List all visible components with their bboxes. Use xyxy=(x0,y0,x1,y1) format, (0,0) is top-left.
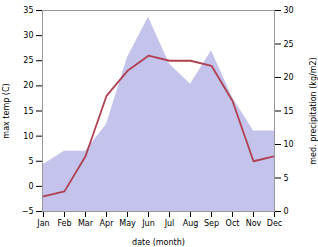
svg-text:max temp (C): max temp (C) xyxy=(2,83,11,138)
svg-text:med. precipitation (kg/m2): med. precipitation (kg/m2) xyxy=(309,57,318,164)
svg-text:20: 20 xyxy=(284,73,294,82)
svg-text:Jun: Jun xyxy=(141,219,155,228)
svg-text:5: 5 xyxy=(284,174,289,183)
svg-text:15: 15 xyxy=(284,107,294,116)
svg-text:Apr: Apr xyxy=(100,219,115,228)
svg-text:Jul: Jul xyxy=(164,219,175,228)
svg-text:10: 10 xyxy=(23,132,33,141)
svg-text:Mar: Mar xyxy=(78,219,94,228)
svg-text:25: 25 xyxy=(23,56,33,65)
svg-text:Sep: Sep xyxy=(204,219,219,228)
svg-text:0: 0 xyxy=(284,207,289,216)
svg-text:5: 5 xyxy=(28,157,33,166)
svg-text:35: 35 xyxy=(23,6,33,15)
svg-text:0: 0 xyxy=(28,182,33,191)
svg-text:May: May xyxy=(119,219,136,228)
svg-text:Oct: Oct xyxy=(226,219,240,228)
svg-text:30: 30 xyxy=(284,6,294,15)
svg-text:Feb: Feb xyxy=(57,219,71,228)
svg-text:30: 30 xyxy=(23,31,33,40)
svg-text:25: 25 xyxy=(284,40,294,49)
svg-text:Aug: Aug xyxy=(183,219,199,228)
svg-text:date (month): date (month) xyxy=(132,238,185,247)
svg-text:Jan: Jan xyxy=(36,219,49,228)
svg-text:−5: −5 xyxy=(22,207,34,216)
svg-text:20: 20 xyxy=(23,81,33,90)
svg-text:Dec: Dec xyxy=(267,219,282,228)
svg-text:10: 10 xyxy=(284,140,294,149)
svg-text:15: 15 xyxy=(23,107,33,116)
svg-text:Nov: Nov xyxy=(246,219,262,228)
